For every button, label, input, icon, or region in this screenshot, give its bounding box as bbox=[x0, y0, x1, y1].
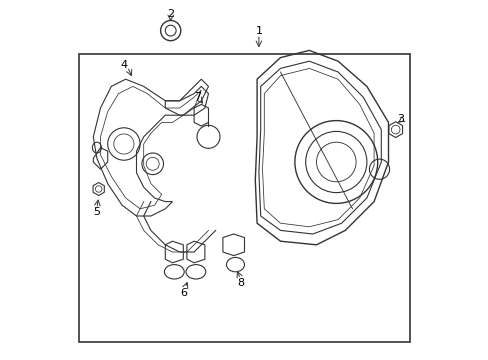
Text: 3: 3 bbox=[397, 114, 404, 124]
Text: 5: 5 bbox=[93, 207, 100, 217]
Text: 6: 6 bbox=[180, 288, 186, 298]
FancyBboxPatch shape bbox=[79, 54, 409, 342]
Text: 2: 2 bbox=[167, 9, 174, 19]
Text: 7: 7 bbox=[194, 92, 201, 102]
Text: 8: 8 bbox=[237, 278, 244, 288]
Text: 1: 1 bbox=[255, 26, 262, 36]
Text: 4: 4 bbox=[120, 60, 127, 70]
